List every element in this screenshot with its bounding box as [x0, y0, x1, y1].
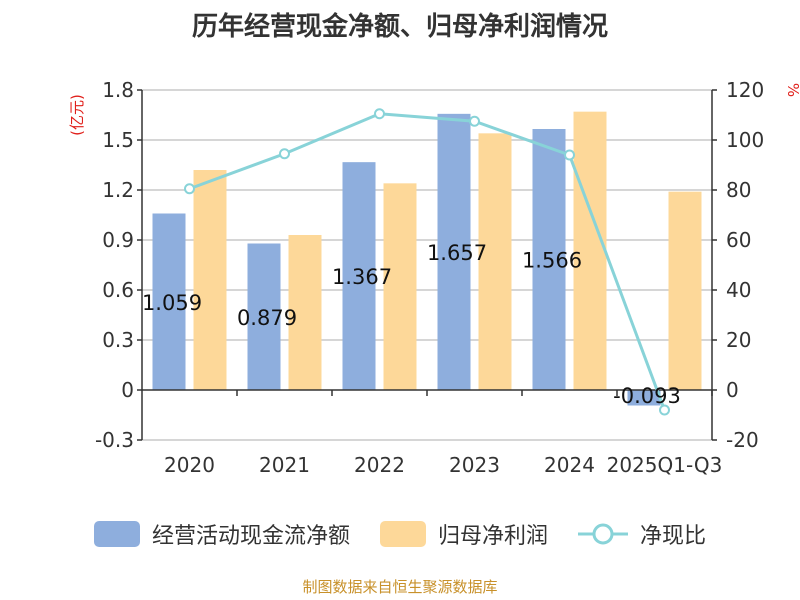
ratio-point: [564, 149, 575, 161]
bar-cashflow-label: 1.367: [332, 265, 392, 289]
bar-net-profit: [668, 191, 702, 390]
y-right-tick-label: 20: [726, 328, 751, 352]
bar-cashflow-label: 1.059: [142, 291, 202, 315]
legend-label-cashflow: 经营活动现金流净额: [151, 524, 350, 549]
y-left-unit: (亿元): [68, 94, 86, 136]
y-right-tick-label: 0: [726, 378, 739, 402]
y-left-tick-label: 0: [121, 378, 134, 402]
y-right-tick-label: 120: [726, 78, 764, 102]
legend-item-net-profit[interactable]: 归母净利润: [379, 518, 548, 550]
y-left-tick-label: 0.3: [102, 328, 134, 352]
ratio-line: [188, 112, 666, 411]
legend-line-marker-icon: [578, 523, 628, 545]
bar-net-profit: [288, 235, 322, 390]
x-tick-label: 2025Q1-Q3: [607, 453, 723, 477]
ratio-point: [374, 108, 385, 120]
bar-cashflow-label: 0.879: [237, 306, 297, 330]
grid-lines: [142, 89, 712, 441]
data-labels: 1.059 0.879 1.367 1.657 1.566 -0.093: [142, 241, 681, 408]
y-right-unit: %: [784, 83, 800, 97]
bar-cashflow: [437, 113, 471, 390]
legend-swatch-net-profit: [379, 521, 426, 547]
legend-label-ratio: 净现比: [640, 524, 707, 549]
y-right-tick-label: 40: [726, 278, 751, 302]
y-right-tick-label: -20: [726, 428, 759, 452]
y-left-tick-label: 0.6: [102, 278, 134, 302]
bar-cashflow-label: 1.657: [427, 241, 487, 265]
x-tick-label: 2022: [354, 453, 405, 477]
bar-cashflow: [247, 243, 281, 390]
ratio-point: [469, 115, 480, 127]
ratio-line-layer: [184, 108, 670, 416]
legend-swatch-cashflow: [93, 521, 140, 547]
bar-cashflow-label: 1.566: [522, 249, 582, 273]
bar-cashflow-label: -0.093: [613, 384, 681, 408]
bar-cashflow: [532, 129, 566, 390]
y-right-tick-label: 80: [726, 178, 751, 202]
bar-net-profit: [573, 111, 607, 391]
y-right-tick-label: 100: [726, 128, 764, 152]
legend-item-ratio[interactable]: 净现比: [578, 518, 706, 550]
ratio-point: [659, 404, 670, 416]
source-note: 制图数据来自恒生聚源数据库: [302, 578, 498, 596]
bars: [152, 111, 702, 406]
bar-cashflow: [342, 162, 376, 390]
y-left-tick-label: -0.3: [95, 428, 134, 452]
y-left-tick-label: 0.9: [102, 228, 134, 252]
legend-label-net-profit: 归母净利润: [437, 524, 548, 549]
bar-net-profit: [478, 133, 512, 391]
ratio-point: [279, 148, 290, 160]
bar-cashflow: [627, 390, 661, 406]
bar-cashflow: [152, 213, 186, 390]
x-tick-label: 2021: [259, 453, 310, 477]
bar-net-profit: [383, 183, 417, 390]
bar-net-profit: [193, 170, 227, 390]
ratio-point: [184, 183, 195, 195]
tick-labels: -0.3 0 0.3 0.6 0.9 1.2 1.5 1.8 -20 0 20 40 60 80 100 12…: [68, 78, 800, 477]
y-left-tick-label: 1.5: [102, 128, 134, 152]
legend: 经营活动现金流净额 归母净利润 净现比: [0, 516, 800, 552]
y-right-tick-label: 60: [726, 228, 751, 252]
x-tick-label: 2024: [544, 453, 595, 477]
x-tick-label: 2023: [449, 453, 500, 477]
legend-item-cashflow[interactable]: 经营活动现金流净额: [93, 518, 350, 550]
x-tick-label: 2020: [164, 453, 215, 477]
chart-title: 历年经营现金净额、归母净利润情况: [191, 12, 608, 42]
axes: [137, 89, 717, 441]
y-left-tick-label: 1.8: [102, 78, 134, 102]
y-left-tick-label: 1.2: [102, 178, 134, 202]
